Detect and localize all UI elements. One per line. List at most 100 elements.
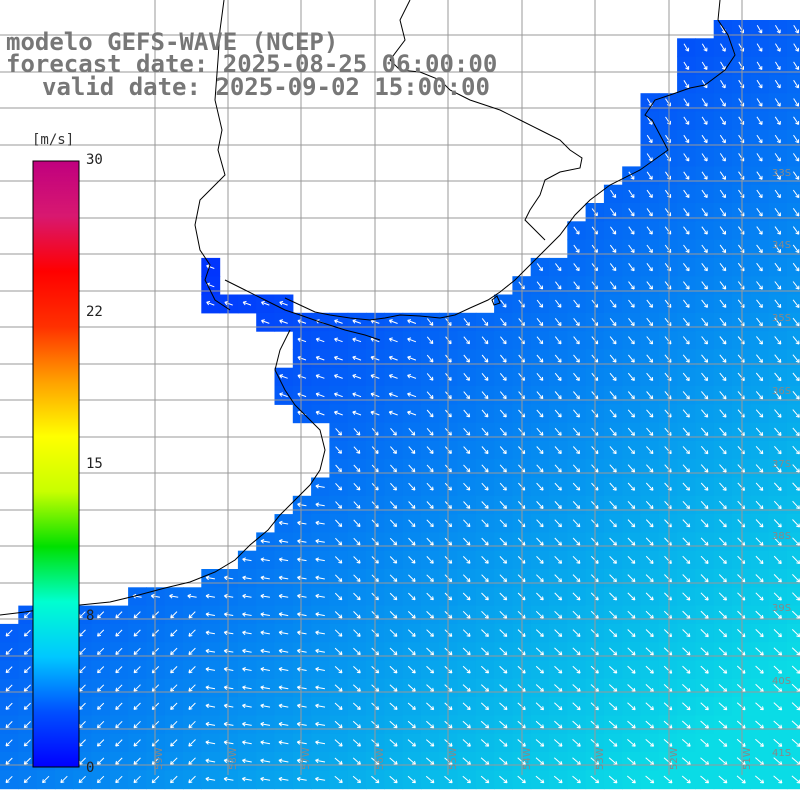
wind-arrow xyxy=(352,757,361,765)
wind-arrow xyxy=(408,592,416,601)
wind-arrow xyxy=(774,98,781,107)
wind-arrow xyxy=(646,263,653,272)
wind-arrow xyxy=(278,557,289,562)
wind-arrow xyxy=(609,409,617,418)
wind-arrow xyxy=(773,720,783,729)
wind-arrow xyxy=(682,702,691,711)
wind-arrow xyxy=(170,629,178,637)
wind-arrow xyxy=(97,684,105,692)
wind-arrow xyxy=(188,629,196,637)
wind-arrow xyxy=(23,702,31,710)
wind-arrow xyxy=(388,410,398,416)
wind-arrow xyxy=(536,482,544,491)
wind-arrow xyxy=(718,720,728,729)
wind-arrow xyxy=(664,500,672,510)
wind-arrow xyxy=(115,757,123,765)
wind-arrow xyxy=(572,702,581,711)
wind-arrow xyxy=(407,775,416,784)
wind-arrow xyxy=(315,630,325,635)
wind-arrow xyxy=(260,685,271,690)
wind-arrow xyxy=(646,391,654,400)
wind-speed-cell xyxy=(786,93,800,113)
wind-arrow xyxy=(627,555,636,564)
wind-arrow xyxy=(205,685,216,690)
wind-arrow xyxy=(682,629,691,638)
wind-arrow xyxy=(536,464,544,473)
wind-arrow xyxy=(481,427,489,436)
wind-arrow xyxy=(646,354,654,363)
wind-arrow xyxy=(701,372,709,382)
wind-arrow xyxy=(700,464,709,473)
wind-arrow xyxy=(536,574,544,583)
title-valid-date: valid date: 2025-09-02 15:00:00 xyxy=(42,73,490,101)
wind-arrow xyxy=(278,648,289,654)
wind-arrow xyxy=(609,263,617,272)
wind-arrow xyxy=(353,482,361,491)
wind-arrow xyxy=(463,519,471,528)
wind-arrow xyxy=(774,116,781,125)
wind-arrow xyxy=(773,665,783,674)
wind-arrow xyxy=(609,446,617,455)
wind-arrow xyxy=(223,740,234,745)
wind-arrow xyxy=(188,720,196,729)
wind-arrow xyxy=(701,116,708,125)
wind-arrow xyxy=(371,775,380,784)
wind-arrow xyxy=(296,648,307,654)
wind-arrow xyxy=(700,555,709,564)
wind-arrow xyxy=(756,116,763,125)
wind-arrow xyxy=(97,702,105,710)
wind-arrow xyxy=(205,630,215,636)
wind-arrow xyxy=(205,740,216,745)
wind-arrow xyxy=(188,775,196,784)
wind-arrow xyxy=(205,776,216,782)
wind-arrow xyxy=(646,317,654,327)
wind-arrow xyxy=(133,702,141,710)
wind-arrow xyxy=(223,575,234,581)
wind-arrow xyxy=(719,482,727,491)
wind-arrow xyxy=(793,98,799,107)
wind-arrow xyxy=(278,721,289,727)
wind-arrow xyxy=(188,666,196,674)
wind-arrow xyxy=(536,317,544,327)
wind-arrow xyxy=(756,281,763,290)
wind-arrow xyxy=(462,684,471,692)
wind-arrow xyxy=(645,610,654,619)
wind-arrow xyxy=(170,757,178,765)
wind-arrow xyxy=(96,720,105,729)
wind-arrow xyxy=(481,482,489,491)
wind-arrow xyxy=(481,446,489,455)
wind-arrow xyxy=(774,372,782,382)
wind-arrow xyxy=(554,372,562,381)
wind-arrow xyxy=(554,519,562,528)
wind-arrow xyxy=(774,79,781,89)
title-model: modelo GEFS-WAVE (NCEP) xyxy=(6,28,339,56)
wind-arrow xyxy=(408,574,416,582)
wind-arrow xyxy=(389,574,398,582)
wind-arrow xyxy=(554,610,563,619)
wind-arrow xyxy=(793,25,799,34)
wind-arrow xyxy=(389,702,398,710)
wind-arrow xyxy=(774,262,782,272)
wind-arrow xyxy=(279,300,288,306)
wind-arrow xyxy=(554,409,562,418)
wind-arrow xyxy=(774,25,781,34)
wind-arrow xyxy=(334,647,343,656)
wind-arrow xyxy=(408,501,416,509)
wind-arrow xyxy=(609,537,617,546)
wind-arrow xyxy=(260,776,271,782)
wind-arrow xyxy=(774,409,782,418)
wind-arrow xyxy=(572,610,581,619)
wind-arrow xyxy=(536,391,544,400)
wind-arrow xyxy=(241,776,252,782)
wind-arrow xyxy=(627,592,636,601)
wind-arrow xyxy=(389,684,398,692)
wind-arrow xyxy=(700,574,709,583)
wind-arrow xyxy=(700,702,709,711)
wind-arrow xyxy=(554,684,563,692)
coastline xyxy=(0,0,736,616)
wind-arrow xyxy=(646,244,653,253)
wind-arrow xyxy=(646,409,654,418)
wind-speed-cell xyxy=(786,148,800,167)
wind-arrow xyxy=(389,739,398,747)
